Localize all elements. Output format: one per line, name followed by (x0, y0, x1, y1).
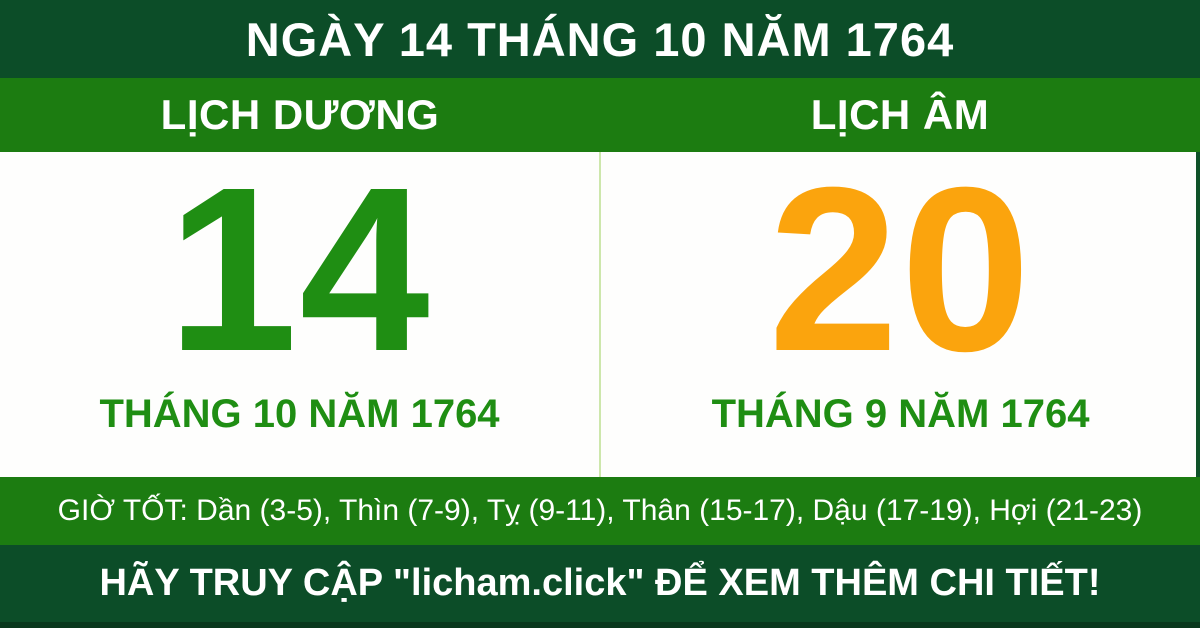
lunar-day-number: 20 (768, 138, 1033, 400)
footer-bar: HÃY TRUY CẬP "licham.click" ĐỂ XEM THÊM … (0, 545, 1200, 628)
page-title: NGÀY 14 THÁNG 10 NĂM 1764 (245, 12, 955, 66)
date-header-bar: NGÀY 14 THÁNG 10 NĂM 1764 (0, 0, 1200, 78)
lunar-month-year: THÁNG 9 NĂM 1764 (711, 392, 1090, 436)
solar-month-year: THÁNG 10 NĂM 1764 (99, 392, 500, 436)
calendar-type-row: LỊCH DƯƠNG LỊCH ÂM (0, 78, 1200, 152)
solar-calendar-label: LỊCH DƯƠNG (160, 91, 440, 138)
solar-day-number: 14 (167, 138, 432, 400)
right-edge-strip (1196, 152, 1200, 477)
lunar-panel: 20 THÁNG 9 NĂM 1764 (601, 152, 1200, 477)
lunar-calendar-label: LỊCH ÂM (810, 91, 990, 138)
good-hours-text: GIỜ TỐT: Dần (3-5), Thìn (7-9), Tỵ (9-11… (57, 494, 1143, 527)
panel-divider (599, 152, 601, 477)
solar-panel: 14 THÁNG 10 NĂM 1764 (0, 152, 599, 477)
footer-cta-text: HÃY TRUY CẬP "licham.click" ĐỂ XEM THÊM … (99, 562, 1101, 604)
calendar-panels: 14 THÁNG 10 NĂM 1764 20 THÁNG 9 NĂM 1764 (0, 152, 1200, 477)
good-hours-bar: GIỜ TỐT: Dần (3-5), Thìn (7-9), Tỵ (9-11… (0, 477, 1200, 545)
